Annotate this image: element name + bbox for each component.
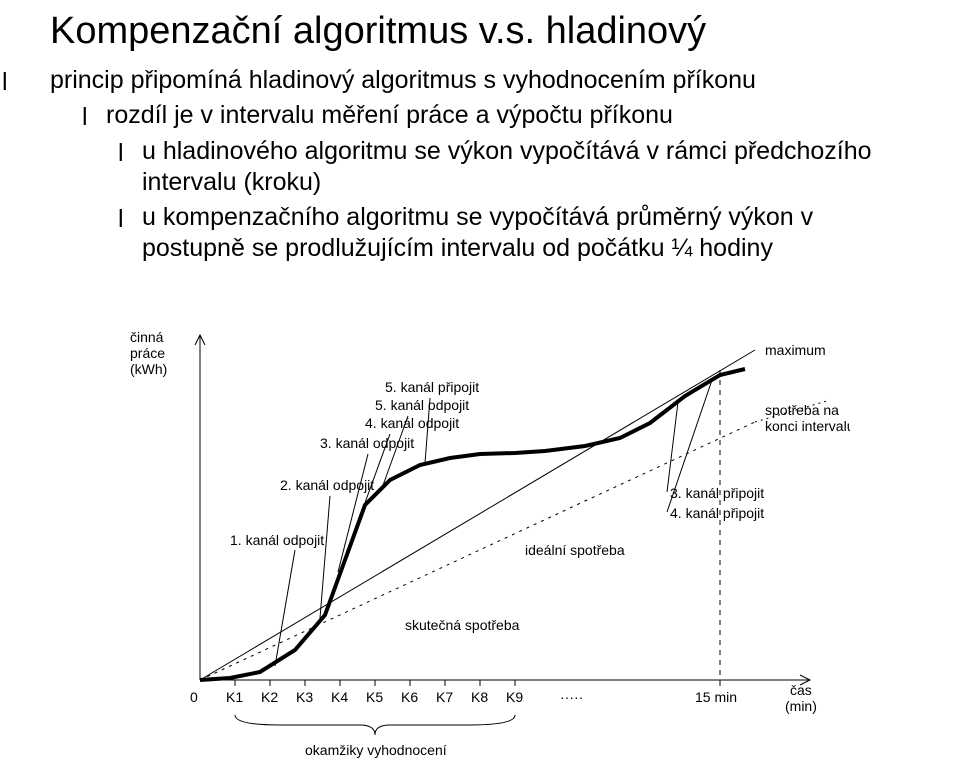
diagram: činná práce (kWh) ideální spotřeba skute… bbox=[130, 330, 850, 760]
xt-k3: K3 bbox=[296, 689, 313, 705]
xt-k8: K8 bbox=[471, 689, 488, 705]
label-ch3r: 3. kanál připojit bbox=[670, 485, 764, 501]
bullet-level-alg-text: u hladinového algoritmu se výkon vypočít… bbox=[142, 137, 872, 196]
bullet-comp-alg-text: u kompenzačního algoritmu se vypočítává … bbox=[142, 203, 813, 262]
label-ch5: 5. kanál odpojit bbox=[375, 397, 469, 413]
xt-k5: K5 bbox=[366, 689, 383, 705]
x-axis-label-1: čas bbox=[790, 682, 812, 698]
bullet-principle: princip připomíná hladinový algoritmus s… bbox=[50, 65, 910, 265]
bullet-level-alg: u hladinového algoritmu se výkon vypočít… bbox=[118, 136, 910, 199]
xt-k6: K6 bbox=[401, 689, 418, 705]
label-spotreba1: spotřeba na bbox=[765, 402, 839, 418]
bullet-principle-text: princip připomíná hladinový algoritmus s… bbox=[50, 66, 756, 94]
label-ch1: 1. kanál odpojit bbox=[230, 532, 324, 548]
xt-0: 0 bbox=[190, 689, 198, 705]
bullet-difference: rozdíl je v intervalu měření práce a výp… bbox=[82, 100, 910, 264]
xt-dots: ····· bbox=[560, 689, 583, 705]
label-ch5p: 5. kanál připojit bbox=[385, 379, 479, 395]
x-axis-label-2: (min) bbox=[785, 698, 817, 714]
leader-r3 bbox=[667, 402, 678, 492]
xt-15: 15 min bbox=[695, 689, 737, 705]
label-ch4: 4. kanál odpojit bbox=[365, 415, 459, 431]
x-ticks bbox=[235, 680, 720, 686]
xt-k4: K4 bbox=[331, 689, 348, 705]
end-consumption-line bbox=[200, 422, 755, 680]
xt-k1: K1 bbox=[226, 689, 243, 705]
bullet-list: princip připomíná hladinový algoritmus s… bbox=[50, 65, 910, 265]
brace bbox=[235, 715, 515, 735]
bullet-comp-alg: u kompenzačního algoritmu se vypočítává … bbox=[118, 202, 910, 265]
page-title: Kompenzační algoritmus v.s. hladinový bbox=[50, 10, 910, 53]
document-page: Kompenzační algoritmus v.s. hladinový pr… bbox=[0, 0, 960, 782]
xt-k2: K2 bbox=[261, 689, 278, 705]
brace-label: okamžiky vyhodnocení bbox=[305, 742, 447, 758]
label-maximum: maximum bbox=[765, 342, 826, 358]
label-ch4r: 4. kanál připojit bbox=[670, 505, 764, 521]
y-axis-label-2: práce bbox=[130, 345, 165, 361]
label-spotreba2: konci intervalu bbox=[765, 418, 850, 434]
actual-curve bbox=[200, 369, 745, 680]
label-ideal: ideální spotřeba bbox=[525, 542, 625, 558]
xt-k7: K7 bbox=[436, 689, 453, 705]
xt-k9: K9 bbox=[506, 689, 523, 705]
y-axis-label-3: (kWh) bbox=[130, 361, 167, 377]
bullet-difference-text: rozdíl je v intervalu měření práce a výp… bbox=[106, 101, 673, 129]
y-axis-label-1: činná bbox=[130, 330, 164, 345]
leader-1 bbox=[275, 550, 295, 666]
label-actual: skutečná spotřeba bbox=[405, 617, 520, 633]
